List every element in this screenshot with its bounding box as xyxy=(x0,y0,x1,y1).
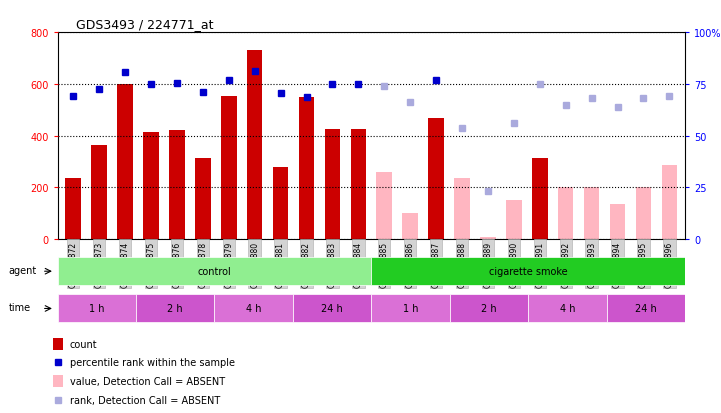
Bar xyxy=(636,188,651,240)
Bar xyxy=(376,173,392,240)
Bar xyxy=(454,179,470,240)
Bar xyxy=(606,295,685,323)
Bar xyxy=(480,237,496,240)
Text: agent: agent xyxy=(9,266,37,275)
Bar xyxy=(118,85,133,240)
Bar xyxy=(450,295,528,323)
Text: 1 h: 1 h xyxy=(403,304,418,314)
Text: 2 h: 2 h xyxy=(481,304,497,314)
Bar xyxy=(371,258,685,285)
Bar xyxy=(428,118,444,240)
Bar xyxy=(506,201,522,240)
Bar xyxy=(402,214,418,240)
Bar xyxy=(298,97,314,240)
Bar xyxy=(247,51,262,240)
Text: value, Detection Call = ABSENT: value, Detection Call = ABSENT xyxy=(70,376,225,386)
Bar xyxy=(169,131,185,240)
Text: control: control xyxy=(198,266,231,277)
Bar xyxy=(558,188,573,240)
Text: GDS3493 / 224771_at: GDS3493 / 224771_at xyxy=(76,17,214,31)
Text: rank, Detection Call = ABSENT: rank, Detection Call = ABSENT xyxy=(70,394,220,405)
Bar xyxy=(584,188,599,240)
Text: 1 h: 1 h xyxy=(89,304,105,314)
Text: 4 h: 4 h xyxy=(559,304,575,314)
Text: 4 h: 4 h xyxy=(246,304,262,314)
Bar xyxy=(273,167,288,240)
Text: percentile rank within the sample: percentile rank within the sample xyxy=(70,357,235,368)
Bar xyxy=(532,158,547,240)
Bar xyxy=(215,295,293,323)
Text: 24 h: 24 h xyxy=(635,304,657,314)
Bar xyxy=(610,205,625,240)
Bar xyxy=(58,258,371,285)
Bar xyxy=(58,295,136,323)
Bar xyxy=(53,375,63,387)
Bar xyxy=(293,295,371,323)
Bar xyxy=(371,295,450,323)
Text: cigarette smoke: cigarette smoke xyxy=(489,266,567,277)
Bar xyxy=(195,158,211,240)
Text: 2 h: 2 h xyxy=(167,304,183,314)
Bar xyxy=(221,96,236,240)
Bar xyxy=(53,338,63,350)
Bar xyxy=(350,130,366,240)
Bar xyxy=(66,179,81,240)
Text: time: time xyxy=(9,303,31,313)
Text: 24 h: 24 h xyxy=(322,304,343,314)
Bar xyxy=(143,133,159,240)
Bar xyxy=(136,295,215,323)
Bar xyxy=(528,295,606,323)
Bar xyxy=(662,166,677,240)
Bar xyxy=(92,145,107,240)
Text: count: count xyxy=(70,339,97,349)
Bar xyxy=(324,130,340,240)
